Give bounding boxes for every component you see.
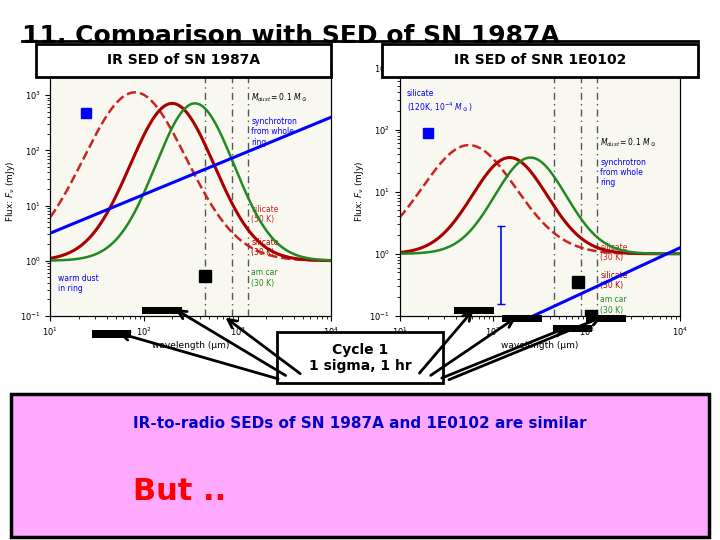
- Y-axis label: Flux: $F_\nu$ (mJy): Flux: $F_\nu$ (mJy): [354, 161, 366, 222]
- Text: silicate
(30 K): silicate (30 K): [251, 238, 279, 257]
- X-axis label: Band: Band: [180, 45, 202, 54]
- FancyBboxPatch shape: [382, 44, 698, 77]
- Text: IR SED of SNR 1E0102: IR SED of SNR 1E0102: [454, 53, 626, 68]
- Text: 11. Comparison with SED of SN 1987A: 11. Comparison with SED of SN 1987A: [22, 24, 559, 48]
- Text: IR-to-radio SEDs of SN 1987A and 1E0102 are similar: IR-to-radio SEDs of SN 1987A and 1E0102 …: [133, 416, 587, 431]
- X-axis label: wavelength (μm): wavelength (μm): [501, 341, 579, 350]
- Bar: [503, 315, 542, 322]
- X-axis label: Band: Band: [529, 45, 551, 54]
- Text: warm dust
in ring: warm dust in ring: [58, 274, 99, 293]
- Bar: [454, 307, 494, 314]
- Bar: [143, 307, 181, 314]
- Bar: [553, 325, 593, 332]
- Y-axis label: Flux: $F_\nu$ (mJy): Flux: $F_\nu$ (mJy): [4, 161, 17, 222]
- Text: silicate
(50 K): silicate (50 K): [251, 205, 279, 224]
- Text: Cycle 1
1 sigma, 1 hr: Cycle 1 1 sigma, 1 hr: [309, 343, 411, 373]
- Text: silicate
(120K, $10^{-4}$ $M_\odot$): silicate (120K, $10^{-4}$ $M_\odot$): [407, 90, 472, 114]
- Bar: [92, 330, 131, 338]
- Text: am car
(30 K): am car (30 K): [600, 295, 627, 315]
- Text: synchrotron
from whole
ring: synchrotron from whole ring: [251, 117, 297, 147]
- Text: IR SED of SN 1987A: IR SED of SN 1987A: [107, 53, 260, 68]
- Text: $M_{dust}=0.1\ M_\odot$: $M_{dust}=0.1\ M_\odot$: [600, 136, 657, 149]
- Text: synchrotron
from whole
ring: synchrotron from whole ring: [600, 158, 647, 187]
- Text: silicate
(30 K): silicate (30 K): [600, 271, 628, 290]
- FancyBboxPatch shape: [11, 394, 709, 537]
- Bar: [587, 315, 626, 322]
- Text: am car
(30 K): am car (30 K): [251, 268, 278, 287]
- FancyBboxPatch shape: [36, 44, 331, 77]
- Text: $M_{dust}=0.1\ M_\odot$: $M_{dust}=0.1\ M_\odot$: [251, 92, 307, 104]
- X-axis label: wavelength (μm): wavelength (μm): [152, 341, 230, 350]
- FancyBboxPatch shape: [277, 332, 443, 383]
- Text: silicate
(30 K): silicate (30 K): [600, 242, 628, 262]
- Text: But ..: But ..: [133, 477, 227, 506]
